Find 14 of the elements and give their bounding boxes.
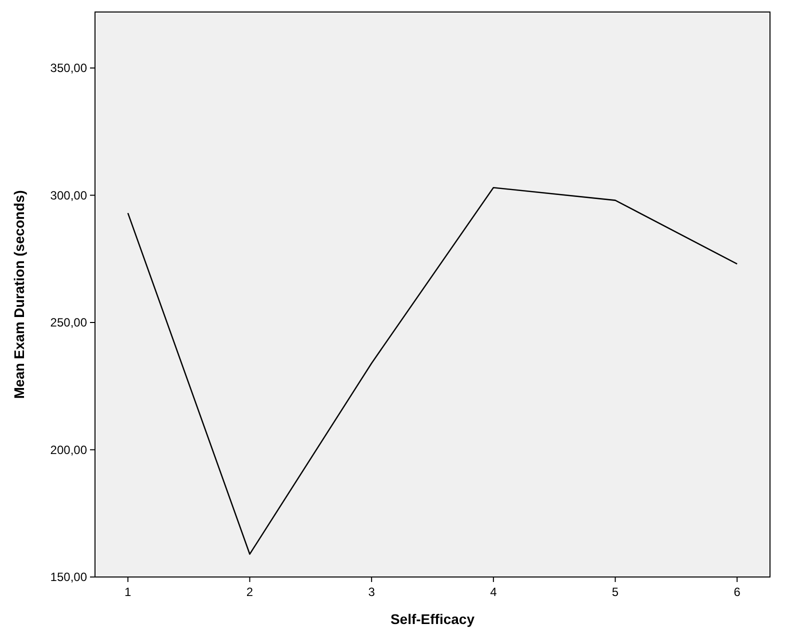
x-tick-label: 6 — [734, 585, 741, 599]
x-tick-label: 2 — [246, 585, 254, 599]
y-tick-label: 350,00 — [50, 61, 88, 76]
x-axis-title: Self-Efficacy — [390, 611, 475, 627]
y-tick-label: 250,00 — [50, 316, 88, 330]
x-tick-label: 1 — [124, 585, 132, 599]
y-tick-label: 150,00 — [50, 570, 88, 584]
y-tick-label: 200,00 — [50, 442, 88, 457]
x-tick-label: 4 — [490, 585, 498, 599]
x-tick-label: 5 — [612, 585, 619, 599]
line-series — [127, 186, 738, 555]
y-tick-label: 300,00 — [50, 188, 88, 202]
x-tick-label: 3 — [368, 585, 376, 599]
y-axis-title: Mean Exam Duration (seconds) — [11, 190, 27, 399]
